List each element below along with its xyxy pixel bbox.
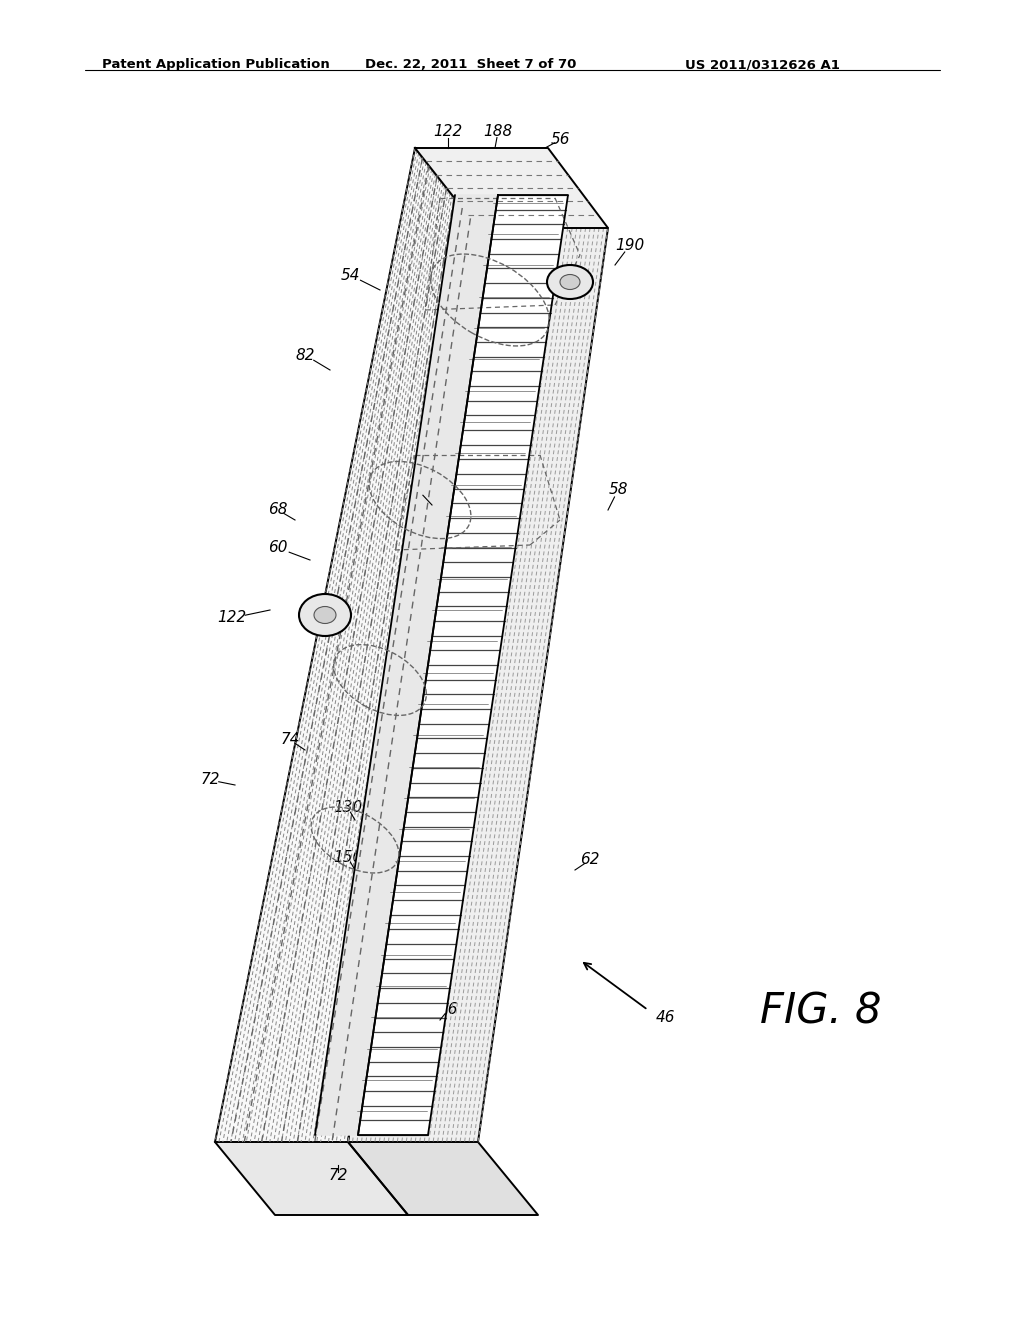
Text: 68: 68 xyxy=(268,503,288,517)
Text: 150: 150 xyxy=(334,850,362,866)
Text: Dec. 22, 2011  Sheet 7 of 70: Dec. 22, 2011 Sheet 7 of 70 xyxy=(365,58,577,71)
Ellipse shape xyxy=(314,606,336,623)
Text: 58: 58 xyxy=(608,483,628,498)
Text: 82: 82 xyxy=(295,347,314,363)
Polygon shape xyxy=(215,148,478,1142)
Text: 54: 54 xyxy=(340,268,359,282)
Text: FIG. 8: FIG. 8 xyxy=(760,990,882,1032)
Polygon shape xyxy=(358,195,568,1135)
Text: 62: 62 xyxy=(581,853,600,867)
Text: US 2011/0312626 A1: US 2011/0312626 A1 xyxy=(685,58,840,71)
Text: 122: 122 xyxy=(433,124,463,140)
Polygon shape xyxy=(315,195,498,1135)
Ellipse shape xyxy=(560,275,580,289)
Polygon shape xyxy=(348,228,608,1142)
Text: 72: 72 xyxy=(329,1167,348,1183)
Text: 130: 130 xyxy=(334,800,362,816)
Polygon shape xyxy=(215,1142,408,1214)
Text: 56: 56 xyxy=(550,132,569,148)
Ellipse shape xyxy=(299,594,351,636)
Text: 46: 46 xyxy=(656,1011,676,1026)
Text: 60: 60 xyxy=(268,540,288,556)
Text: 72: 72 xyxy=(201,772,220,788)
Polygon shape xyxy=(415,148,608,228)
Text: 94: 94 xyxy=(409,483,428,498)
Ellipse shape xyxy=(547,265,593,300)
Text: 188: 188 xyxy=(483,124,513,140)
Text: 76: 76 xyxy=(438,1002,458,1018)
Text: 74: 74 xyxy=(281,733,300,747)
Text: 122: 122 xyxy=(217,610,247,626)
Text: 190: 190 xyxy=(615,238,645,252)
Polygon shape xyxy=(348,1142,538,1214)
Text: Patent Application Publication: Patent Application Publication xyxy=(102,58,330,71)
